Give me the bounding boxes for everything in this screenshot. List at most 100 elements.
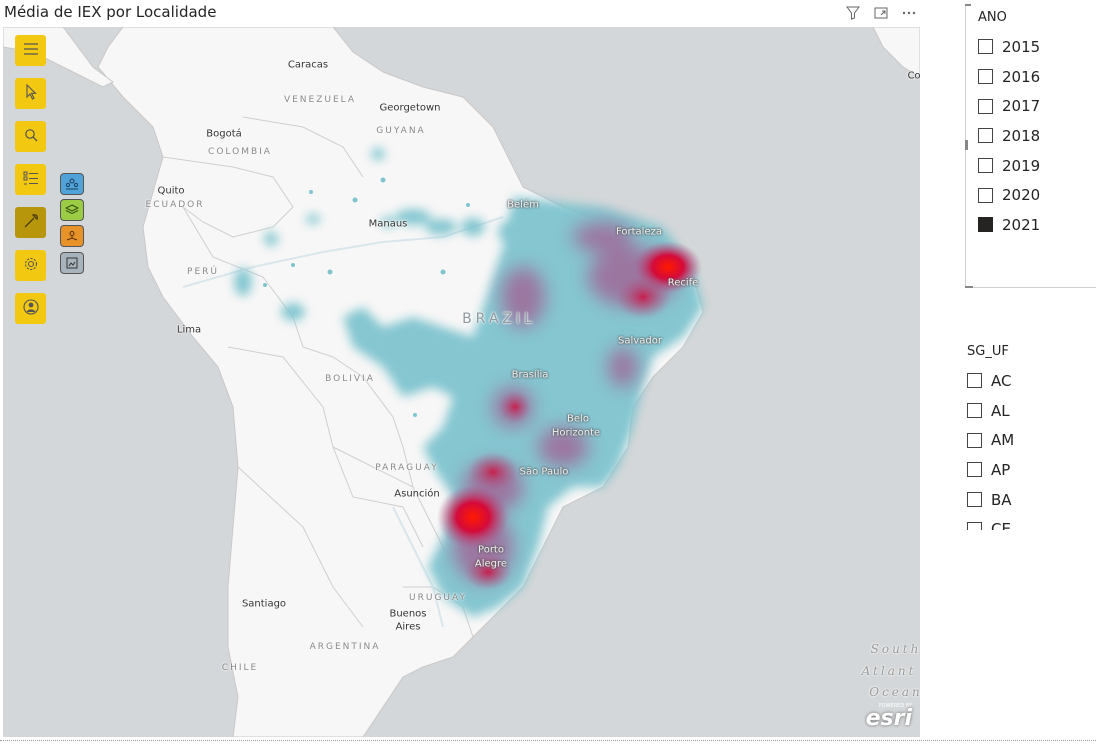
checkbox[interactable]	[978, 39, 993, 55]
slicer-ano-item-label: 2017	[1002, 97, 1041, 116]
slicer-sg-uf-item-label: AC	[991, 371, 1012, 390]
map-canvas[interactable]: Caracas VENEZUELA Georgetown GUYANA Bogo…	[3, 27, 920, 737]
settings-button[interactable]	[15, 250, 46, 281]
slicer-ano-item[interactable]: 2015	[978, 32, 1040, 62]
heatmap-hot	[437, 241, 702, 590]
resize-handle-bottom[interactable]	[965, 286, 973, 288]
slicer-ano-item[interactable]: 2019	[978, 151, 1040, 181]
land-caribbean	[872, 27, 920, 78]
label-ocean-3: Ocean	[869, 685, 920, 699]
slicer-ano-item[interactable]: 2020	[978, 180, 1040, 210]
user-button[interactable]	[15, 293, 46, 324]
label-bolivia: BOLIVIA	[325, 374, 375, 384]
slicer-sg-uf-list: AC AL AM AP BA CE	[967, 366, 1014, 530]
basemap-icon	[65, 254, 79, 273]
slicer-sg-uf-item[interactable]: AP	[967, 455, 1014, 485]
label-buenos-aires-2: Aires	[395, 621, 421, 633]
label-uruguay: URUGUAY	[409, 593, 467, 603]
label-paraguay: PARAGUAY	[375, 463, 439, 473]
label-ocean-1: South	[870, 642, 920, 656]
pointer-icon	[24, 83, 38, 104]
label-bogota: Bogotá	[206, 128, 242, 140]
slicer-sg-uf-item[interactable]: AL	[967, 396, 1014, 426]
label-peru: PERÚ	[187, 267, 219, 277]
search-button[interactable]	[15, 121, 46, 152]
checkbox[interactable]	[978, 187, 993, 203]
select-button[interactable]	[15, 78, 46, 109]
label-venezuela: VENEZUELA	[283, 95, 357, 105]
checkbox[interactable]	[978, 158, 993, 174]
esri-brand-text: esri	[865, 706, 912, 731]
resize-handle-top[interactable]	[965, 4, 971, 6]
slicer-sg-uf-item[interactable]: BA	[967, 485, 1014, 515]
slicer-sg-uf-item-label: BA	[991, 490, 1012, 509]
label-salvador: Salvador	[618, 335, 662, 347]
checkbox[interactable]	[978, 98, 993, 114]
label-lima: Lima	[176, 324, 202, 336]
label-recife: Recife	[667, 277, 699, 289]
label-porto-alegre-1: Porto	[478, 544, 504, 556]
checkbox[interactable]	[967, 492, 982, 508]
label-georgetown: Georgetown	[379, 102, 441, 114]
people-icon	[65, 175, 79, 194]
label-brasilia: Brasília	[511, 369, 549, 381]
checkbox[interactable]	[967, 462, 982, 478]
map-visual[interactable]: Média de IEX por Localidade	[0, 0, 922, 740]
slicer-ano-item[interactable]: 2018	[978, 121, 1040, 151]
label-belo-horizonte-1: Belo	[567, 413, 589, 425]
label-fortaleza: Fortaleza	[616, 226, 662, 238]
checkbox[interactable]	[978, 69, 993, 85]
menu-button[interactable]	[15, 35, 46, 66]
checkbox[interactable]	[967, 432, 982, 448]
checkbox[interactable]	[967, 373, 982, 389]
slicer-ano-header: ANO	[978, 10, 1007, 25]
resize-handle-left[interactable]	[965, 140, 968, 150]
demographics-layer-button[interactable]	[60, 173, 84, 195]
location-button[interactable]	[60, 225, 84, 247]
slicer-ano-item-label: 2020	[1002, 186, 1041, 205]
slicer-sg-uf-item-label: AP	[991, 460, 1011, 479]
slicer-ano-item[interactable]: 2016	[978, 62, 1040, 92]
slicer-sg-uf-item-label: AM	[991, 431, 1015, 450]
label-quito: Quito	[157, 185, 185, 197]
basemap-button[interactable]	[60, 252, 84, 274]
slicer-ano[interactable]: ANO 2015 2016 2017 2018 2019 2020 2021	[965, 4, 1096, 288]
slicer-sg-uf-item[interactable]: AM	[967, 425, 1014, 455]
legend-button[interactable]	[15, 164, 46, 195]
more-options-icon[interactable]	[900, 4, 918, 22]
slicer-sg-uf[interactable]: SG_UF AC AL AM AP BA CE	[965, 340, 1096, 530]
label-caracas: Caracas	[287, 59, 329, 71]
label-belem: Belém	[507, 199, 539, 211]
label-argentina: ARGENTINA	[309, 642, 381, 652]
esri-logo: POWERED BY esri	[865, 703, 912, 731]
label-co: Co	[907, 70, 920, 82]
label-santiago: Santiago	[241, 598, 287, 610]
checkbox[interactable]	[967, 403, 982, 419]
checkbox[interactable]	[967, 521, 982, 530]
label-brazil: BRAZIL	[462, 311, 536, 327]
checkbox[interactable]	[978, 128, 993, 144]
slicer-ano-item-label: 2015	[1002, 37, 1041, 56]
legend-icon	[23, 170, 39, 190]
filter-icon[interactable]	[844, 4, 862, 22]
slicer-ano-item[interactable]: 2017	[978, 91, 1040, 121]
location-icon	[65, 227, 79, 246]
label-colombia: COLOMBIA	[208, 147, 272, 157]
layers-button[interactable]	[60, 199, 84, 221]
visual-header	[844, 4, 918, 22]
label-belo-horizonte-2: Horizonte	[551, 427, 601, 439]
settings-icon	[23, 256, 39, 276]
slicer-ano-item-label: 2016	[1002, 67, 1041, 86]
slicer-sg-uf-item[interactable]: CE	[967, 514, 1014, 530]
slicer-ano-item-label: 2021	[1002, 215, 1041, 234]
checkbox[interactable]	[978, 217, 993, 233]
focus-mode-icon[interactable]	[872, 4, 890, 22]
slicer-ano-item[interactable]: 2021	[978, 210, 1040, 240]
slicer-ano-item-label: 2018	[1002, 126, 1041, 145]
slicer-sg-uf-item[interactable]: AC	[967, 366, 1014, 396]
analytics-button[interactable]	[15, 207, 46, 238]
label-ocean-2: Atlant	[861, 664, 917, 678]
label-sao-paulo: São Paulo	[519, 466, 569, 478]
slicer-sg-uf-header: SG_UF	[967, 344, 1009, 359]
label-chile: CHILE	[221, 663, 259, 673]
